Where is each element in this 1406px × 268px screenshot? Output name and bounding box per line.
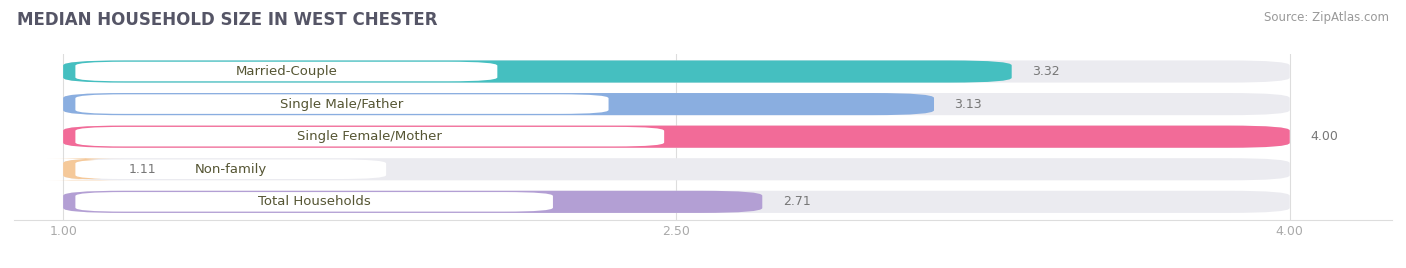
- Text: Single Female/Mother: Single Female/Mother: [297, 130, 443, 143]
- Text: Source: ZipAtlas.com: Source: ZipAtlas.com: [1264, 11, 1389, 24]
- FancyBboxPatch shape: [63, 191, 1289, 213]
- Text: 4.00: 4.00: [1310, 130, 1339, 143]
- FancyBboxPatch shape: [63, 93, 1289, 115]
- Text: Non-family: Non-family: [194, 163, 267, 176]
- FancyBboxPatch shape: [76, 127, 664, 146]
- FancyBboxPatch shape: [76, 159, 387, 179]
- FancyBboxPatch shape: [63, 61, 1289, 83]
- Text: 1.11: 1.11: [128, 163, 156, 176]
- Text: MEDIAN HOUSEHOLD SIZE IN WEST CHESTER: MEDIAN HOUSEHOLD SIZE IN WEST CHESTER: [17, 11, 437, 29]
- FancyBboxPatch shape: [76, 192, 553, 212]
- Text: 2.71: 2.71: [783, 195, 810, 208]
- FancyBboxPatch shape: [76, 94, 609, 114]
- FancyBboxPatch shape: [76, 62, 498, 81]
- FancyBboxPatch shape: [63, 126, 1289, 148]
- FancyBboxPatch shape: [63, 126, 1289, 148]
- Text: Single Male/Father: Single Male/Father: [280, 98, 404, 111]
- Text: 3.32: 3.32: [1032, 65, 1060, 78]
- FancyBboxPatch shape: [63, 158, 1289, 180]
- FancyBboxPatch shape: [63, 191, 762, 213]
- FancyBboxPatch shape: [63, 61, 1012, 83]
- Text: 3.13: 3.13: [955, 98, 981, 111]
- Text: Married-Couple: Married-Couple: [235, 65, 337, 78]
- FancyBboxPatch shape: [46, 158, 125, 180]
- Text: Total Households: Total Households: [257, 195, 371, 208]
- FancyBboxPatch shape: [63, 93, 934, 115]
